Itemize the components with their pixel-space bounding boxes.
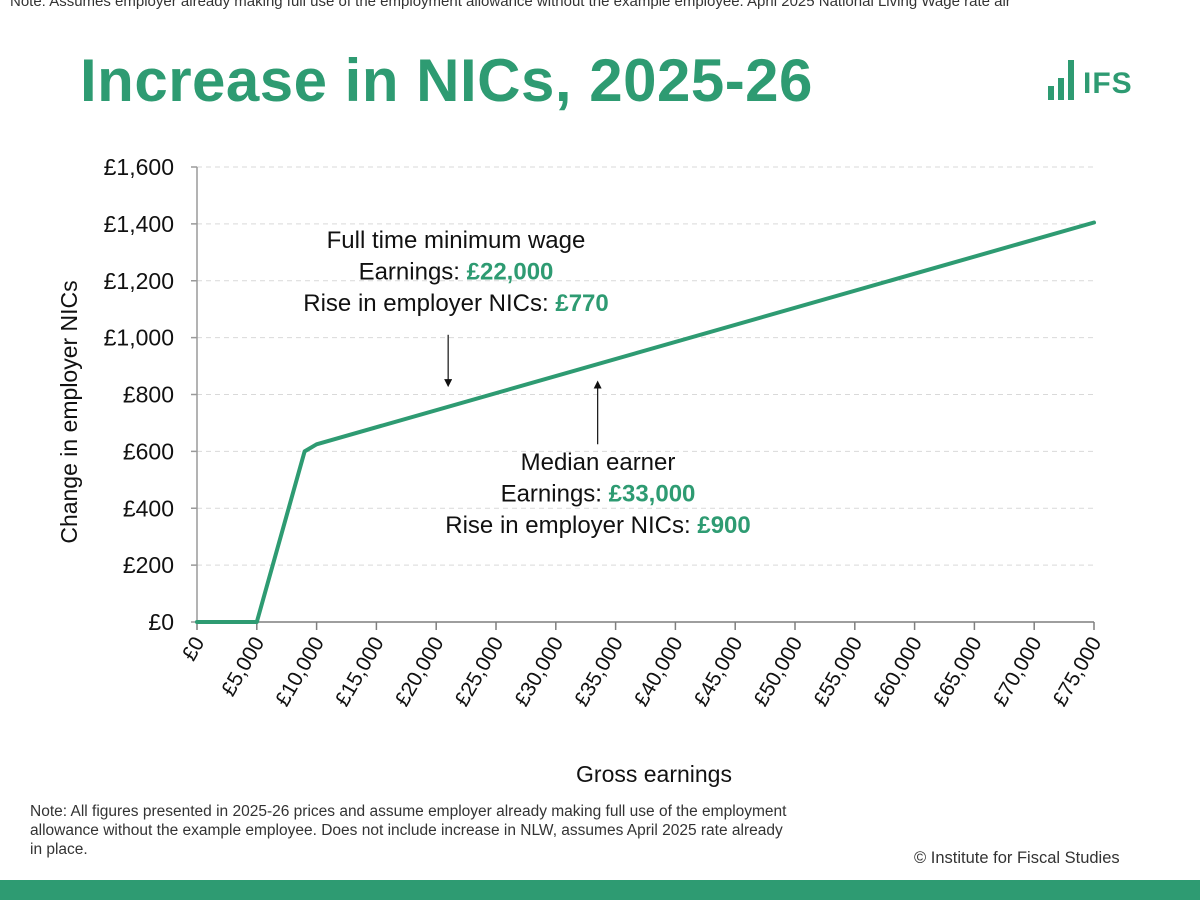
x-tick-label: £15,000 bbox=[331, 633, 389, 710]
x-tick-label: £25,000 bbox=[450, 633, 508, 710]
x-tick-label: £70,000 bbox=[989, 633, 1047, 710]
y-tick-label: £0 bbox=[148, 609, 174, 635]
annotation-line: Rise in employer NICs: £770 bbox=[303, 290, 608, 317]
x-tick-label: £5,000 bbox=[217, 633, 269, 700]
y-tick-label: £600 bbox=[123, 438, 174, 464]
y-tick-label: £400 bbox=[123, 495, 174, 521]
y-tick-label: £800 bbox=[123, 382, 174, 408]
x-tick-label: £0 bbox=[178, 633, 210, 665]
annotation-line: Earnings: £33,000 bbox=[501, 481, 696, 508]
x-tick-label: £75,000 bbox=[1048, 633, 1106, 710]
y-tick-label: £200 bbox=[123, 552, 174, 578]
annotation-value: £900 bbox=[697, 512, 750, 539]
x-tick-label: £30,000 bbox=[510, 633, 568, 710]
x-tick-label: £35,000 bbox=[570, 633, 628, 710]
footnote: Note: All figures presented in 2025-26 p… bbox=[30, 803, 787, 858]
y-tick-label: £1,200 bbox=[104, 268, 174, 294]
annotation-value: £770 bbox=[555, 290, 608, 317]
x-tick-label: £60,000 bbox=[869, 633, 927, 710]
y-tick-label: £1,400 bbox=[104, 211, 174, 237]
footer-bar bbox=[0, 880, 1200, 900]
copyright-text: © Institute for Fiscal Studies bbox=[914, 849, 1120, 867]
ifs-logo: IFS bbox=[1046, 60, 1132, 102]
annotation-value: £22,000 bbox=[467, 259, 554, 286]
bar-chart-icon bbox=[1048, 60, 1074, 100]
slide-title: Increase in NICs, 2025-26 bbox=[80, 47, 813, 114]
x-tick-label: £65,000 bbox=[929, 633, 987, 710]
x-axis-title: Gross earnings bbox=[576, 761, 732, 787]
x-tick-label: £45,000 bbox=[690, 633, 748, 710]
annotation-value: £33,000 bbox=[609, 481, 696, 508]
x-tick-label: £40,000 bbox=[630, 633, 688, 710]
logo-text: IFS bbox=[1083, 67, 1133, 100]
x-tick-label: £10,000 bbox=[271, 633, 329, 710]
y-tick-label: £1,600 bbox=[104, 154, 174, 180]
series-line bbox=[195, 220, 1096, 624]
nics-line-chart: £0 £200 £400 £600 £800 £1,000 £1,200 £1,400 £1,6… bbox=[56, 154, 1106, 787]
x-tick-label: £55,000 bbox=[809, 633, 867, 710]
annotation-line: Rise in employer NICs: £900 bbox=[445, 512, 750, 539]
top-note: Note: Assumes employer already making fu… bbox=[10, 0, 1011, 10]
x-tick-label: £20,000 bbox=[391, 633, 449, 710]
x-tick-label: £50,000 bbox=[749, 633, 807, 710]
annotation-line: Full time minimum wage bbox=[327, 227, 586, 254]
y-axis-title: Change in employer NICs bbox=[56, 280, 82, 543]
annotation-line: Earnings: £22,000 bbox=[359, 259, 554, 286]
annotation-line: Median earner bbox=[521, 449, 676, 476]
y-tick-label: £1,000 bbox=[104, 325, 174, 351]
